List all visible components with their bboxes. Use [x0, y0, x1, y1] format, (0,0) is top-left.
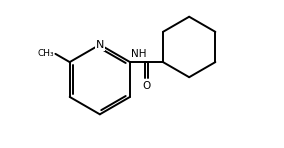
Text: NH: NH [131, 49, 146, 59]
Text: N: N [96, 40, 104, 50]
Text: O: O [142, 81, 151, 91]
Text: CH₃: CH₃ [38, 49, 55, 58]
